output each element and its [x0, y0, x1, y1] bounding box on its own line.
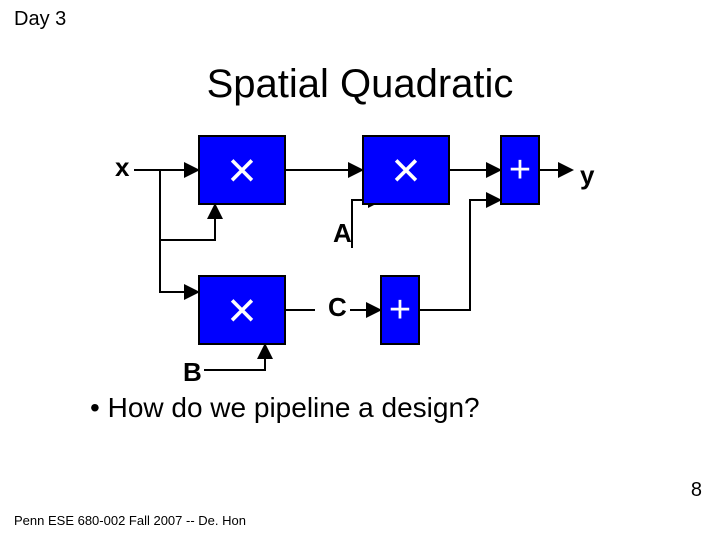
label-B: B — [183, 357, 202, 388]
node-mul2-glyph: × — [391, 145, 420, 195]
node-add2-glyph: + — [389, 291, 411, 329]
label-y: y — [580, 160, 594, 191]
node-mul1-glyph: × — [227, 145, 256, 195]
wire — [420, 200, 500, 310]
node-mul3-glyph: × — [227, 285, 256, 335]
wire — [160, 170, 198, 292]
node-mul3: × — [198, 275, 286, 345]
label-x: x — [115, 152, 129, 183]
wire — [352, 200, 382, 248]
label-A: A — [333, 218, 352, 249]
wire — [204, 345, 265, 370]
node-add2: + — [380, 275, 420, 345]
wire — [160, 205, 215, 240]
node-mul2: × — [362, 135, 450, 205]
node-add1-glyph: + — [509, 151, 531, 189]
page-number: 8 — [691, 479, 702, 502]
label-C: C — [328, 292, 347, 323]
footer-text: Penn ESE 680-002 Fall 2007 -- De. Hon — [14, 513, 246, 528]
bullet-text: How do we pipeline a design? — [90, 392, 480, 424]
node-add1: + — [500, 135, 540, 205]
node-mul1: × — [198, 135, 286, 205]
